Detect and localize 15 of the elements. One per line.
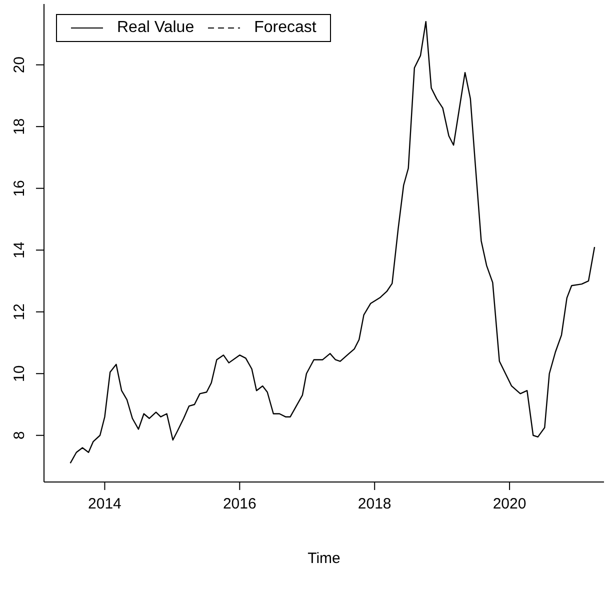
x-tick-label: 2014 <box>88 496 122 513</box>
y-tick-label: 8 <box>11 431 28 440</box>
x-tick-label: 2016 <box>222 496 256 513</box>
line-series <box>70 21 596 464</box>
y-tick-label: 12 <box>11 304 28 320</box>
y-tick-label: 14 <box>11 242 28 258</box>
x-axis-title: Time <box>308 550 340 567</box>
y-tick-label: 16 <box>11 180 28 197</box>
y-tick-label: 20 <box>11 56 28 74</box>
x-tick-label: 2020 <box>492 496 526 513</box>
legend-label: Real Value <box>117 19 194 37</box>
y-tick-label: 18 <box>11 118 28 135</box>
y-tick-label: 10 <box>11 365 28 382</box>
legend-label: Forecast <box>254 19 316 37</box>
x-tick-label: 2018 <box>358 496 392 513</box>
